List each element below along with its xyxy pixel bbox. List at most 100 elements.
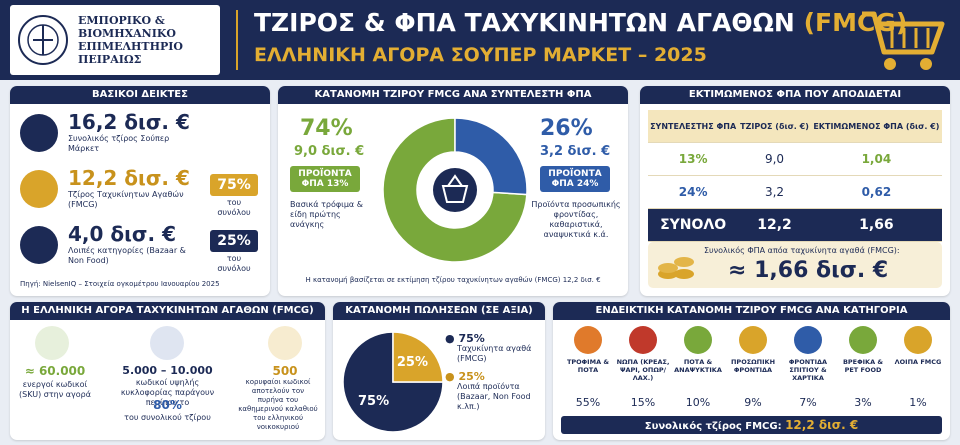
kpi-value: 4,0 δισ. €: [68, 222, 176, 246]
market-panel: Η ΕΛΛΗΝΙΚΗ ΑΓΟΡΑ ΤΑΧΥΚΙΝΗΤΩΝ ΑΓΑΘΩΝ (FMC…: [10, 302, 325, 440]
summary-value: ≈ 1,66 δισ. €: [728, 258, 889, 283]
category-icon: [904, 326, 932, 354]
market-value: ≈ 60.000: [24, 364, 86, 378]
cell: 0,62: [810, 175, 942, 209]
cell: 9,0: [738, 142, 811, 176]
pie-chart: 75% 25%: [342, 331, 444, 433]
slice: [382, 117, 528, 263]
market-value: 80%: [153, 398, 182, 412]
cell: 12,2: [738, 208, 811, 242]
category-icon: [849, 326, 877, 354]
logo-line: ΠΕΙΡΑΙΩΣ: [78, 53, 142, 66]
categories-panel: ΕΝΔΕΙΚΤΙΚΗ ΚΑΤΑΝΟΜΗ ΤΖΙΡΟΥ FMCG ΑΝΑ ΚΑΤΗ…: [553, 302, 950, 440]
cell: ΣΥΝΟΛΟ: [648, 208, 739, 242]
market-text: κορυφαίοι κωδικοί αποτελούν τον πυρήνα τ…: [238, 378, 318, 431]
slice: [392, 331, 444, 383]
category-name: ΦΡΟΝΤΙΔΑ ΣΠΙΤΙΟΥ & ΧΑΡΤΙΚΑ: [788, 358, 828, 382]
footnote: Η κατανομή βασίζεται σε εκτίμηση τζίρου …: [305, 276, 601, 284]
note: Βασικά τρόφιμα & είδη πρώτης ανάγκης: [290, 200, 363, 229]
badge: ΠΡΟΪΟΝΤΑ ΦΠΑ 13%: [290, 166, 360, 192]
total-value: 12,2 δισ. €: [785, 418, 859, 432]
total-bar: Συνολικός τζίρος FMCG: 12,2 δισ. €: [561, 416, 942, 434]
cell: 3,2: [738, 175, 811, 209]
share-label: 26%: [540, 116, 593, 141]
kpi-icon: [20, 170, 58, 208]
share-label: 74%: [300, 116, 353, 141]
category-share: 15%: [630, 396, 656, 409]
kpi-icon: [20, 226, 58, 264]
category-name: ΛΟΙΠΑ FMCG: [894, 358, 942, 366]
kpi-value: 12,2 δισ. €: [68, 166, 190, 190]
legend-value: ● 75%: [445, 332, 485, 345]
badge-line: ΦΠΑ 24%: [551, 179, 599, 189]
kpi-share-note: του συνόλου: [217, 254, 251, 273]
market-value: 500: [272, 364, 298, 378]
table-row: 13% 9,0 1,04: [648, 142, 942, 176]
kpi-panel: ΒΑΣΙΚΟΙ ΔΕΙΚΤΕΣ 16,2 δισ. € Συνολικός τζ…: [10, 86, 270, 296]
panel-title: ΕΚΤΙΜΩΜΕΝΟΣ ΦΠΑ ΠΟΥ ΑΠΟΔΙΔΕΤΑΙ: [640, 86, 950, 104]
total-label: Συνολικός τζίρος FMCG:: [644, 421, 782, 432]
cell: 24%: [648, 175, 739, 209]
logo-line: ΕΜΠΟΡΙΚΟ &: [78, 14, 165, 27]
summary-label: Συνολικός ΦΠΑ απόα ταχυκίνητα αγαθά (FMC…: [704, 246, 900, 255]
category-share: 3%: [854, 396, 872, 409]
star-icon: [150, 326, 184, 360]
logo-text: ΕΜΠΟΡΙΚΟ & ΒΙΟΜΗΧΑΝΙΚΟ ΕΠΙΜΕΛΗΤΗΡΙΟ ΠΕΙΡ…: [78, 14, 183, 66]
category-icon: [684, 326, 712, 354]
badge-line: ΠΡΟΪΟΝΤΑ: [298, 169, 352, 179]
logo-seal: [18, 15, 68, 65]
panel-title: Η ΕΛΛΗΝΙΚΗ ΑΓΟΡΑ ΤΑΧΥΚΙΝΗΤΩΝ ΑΓΑΘΩΝ (FMC…: [10, 302, 325, 320]
kpi-label: Λοιπές κατηγορίες (Bazaar & Non Food): [68, 246, 186, 265]
logo-line: ΕΠΙΜΕΛΗΤΗΡΙΟ: [78, 40, 183, 53]
table-header: ΣΥΝΤΕΛΕΣΤΗΣ ΦΠΑ ΤΖΙΡΟΣ (δισ. €) ΕΚΤΙΜΩΜΕ…: [648, 110, 942, 143]
amount: 3,2 δισ. €: [540, 144, 611, 159]
panel-title: ΕΝΔΕΙΚΤΙΚΗ ΚΑΤΑΝΟΜΗ ΤΖΙΡΟΥ FMCG ΑΝΑ ΚΑΤΗ…: [553, 302, 950, 320]
legend-label: Λοιπά προϊόντα (Bazaar, Non Food κ.λπ.): [457, 382, 531, 411]
kpi-value: 16,2 δισ. €: [68, 110, 190, 134]
note: Προϊόντα προσωπικής φροντίδας, καθαριστι…: [531, 200, 621, 239]
header-cell: ΣΥΝΤΕΛΕΣΤΗΣ ΦΠΑ: [648, 110, 739, 143]
cell: 13%: [648, 142, 739, 176]
header-cell: ΤΖΙΡΟΣ (δισ. €): [738, 110, 811, 143]
category-share: 55%: [575, 396, 601, 409]
sales-panel: ΚΑΤΑΝΟΜΗ ΠΩΛΗΣΕΩΝ (ΣΕ ΑΞΙΑ) 75% 25% ● 75%…: [333, 302, 545, 440]
slice: [342, 331, 444, 433]
kpi-share-note: του συνόλου: [217, 198, 251, 217]
slice-label: 25%: [397, 355, 428, 370]
source: Πηγή: NielsenIQ – Στοιχεία ογκομέτρου Ια…: [20, 280, 220, 288]
panel-title: ΚΑΤΑΝΟΜΗ ΤΖΙΡΟΥ FMCG ΑΝΑ ΣΥΝΤΕΛΕΣΤΗ ΦΠΑ: [278, 86, 628, 104]
cart-icon: [862, 11, 945, 70]
kpi-label: Συνολικός τζίρος Σούπερ Μάρκετ: [68, 134, 170, 153]
kpi-label: Τζίρος Ταχυκίνητων Αγαθών (FMCG): [68, 190, 184, 209]
legend-share: 75%: [458, 332, 485, 345]
category-name: ΒΡΕΦΙΚΑ & PET FOOD: [842, 358, 884, 374]
legend-label: Ταχυκίνητα αγαθά (FMCG): [457, 344, 532, 363]
kpi-share: 25%: [210, 230, 258, 252]
barcode-icon: [35, 326, 69, 360]
divider: [236, 10, 238, 70]
category-icon: [574, 326, 602, 354]
basket-icon: [441, 174, 469, 203]
title-line: ΤΖΙΡΟΣ & ΦΠΑ ΤΑΧΥΚΙΝΗΤΩΝ ΑΓΑΘΩΝ (FMCG): [254, 8, 907, 37]
category-icon: [739, 326, 767, 354]
category-share: 9%: [744, 396, 762, 409]
category-share: 7%: [799, 396, 817, 409]
legend: ● 75% Ταχυκίνητα αγαθά (FMCG) ● 25% Λοιπ…: [445, 332, 543, 412]
donut-chart: [382, 117, 528, 263]
legend-share: 25%: [458, 370, 485, 383]
logo-line: ΒΙΟΜΗΧΑΝΙΚΟ: [78, 27, 177, 40]
total-row: ΣΥΝΟΛΟ 12,2 1,66: [648, 208, 942, 242]
legend-value: ● 25%: [445, 370, 485, 383]
badge-line: ΦΠΑ 13%: [301, 179, 349, 189]
logo-box: ΕΜΠΟΡΙΚΟ & ΒΙΟΜΗΧΑΝΙΚΟ ΕΠΙΜΕΛΗΤΗΡΙΟ ΠΕΙΡ…: [10, 5, 220, 75]
cell: 1,66: [810, 208, 942, 242]
amount: 9,0 δισ. €: [294, 144, 365, 159]
basket-icon: [268, 326, 302, 360]
market-value: 5.000 – 10.000: [122, 364, 213, 377]
market-text: του συνολικού τζίρου: [124, 413, 211, 422]
category-name: ΤΡΟΦΙΜΑ & ΠΟΤΑ: [566, 358, 610, 374]
category-share: 10%: [685, 396, 711, 409]
badge: ΠΡΟΪΟΝΤΑ ΦΠΑ 24%: [540, 166, 610, 192]
slice: [454, 117, 528, 196]
